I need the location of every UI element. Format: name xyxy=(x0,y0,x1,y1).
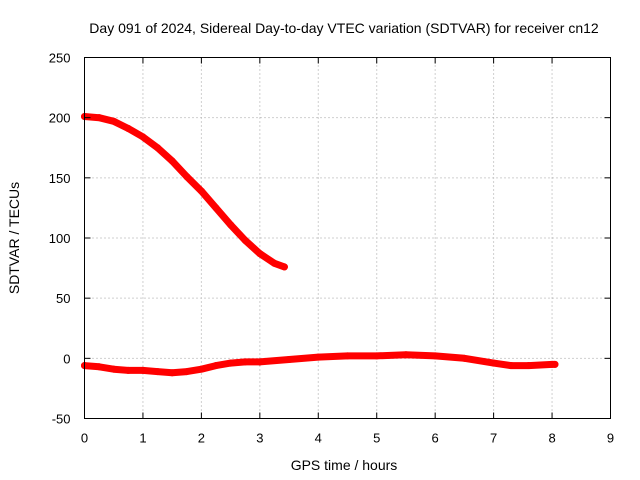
x-tick-label: 3 xyxy=(256,431,263,446)
x-tick-label: 2 xyxy=(198,431,205,446)
tick-labels: 0 1 2 3 4 5 6 7 8 9 -50 0 50 100 150 200 250 xyxy=(49,51,614,446)
x-tick-label: 7 xyxy=(490,431,497,446)
data-point xyxy=(256,250,264,258)
x-tick-label: 8 xyxy=(548,431,555,446)
data-point xyxy=(110,365,118,373)
data-point xyxy=(183,368,191,376)
data-point xyxy=(525,362,533,370)
x-tick-label: 5 xyxy=(373,431,380,446)
data-point xyxy=(95,363,103,371)
data-point xyxy=(285,356,293,364)
grid xyxy=(84,57,611,419)
data-point xyxy=(124,124,132,132)
data-point xyxy=(280,263,288,271)
y-tick-label: 250 xyxy=(49,51,71,66)
y-tick-label: 200 xyxy=(49,111,71,126)
x-axis-label: GPS time / hours xyxy=(291,457,398,473)
data-point xyxy=(139,133,147,141)
data-point xyxy=(154,368,162,376)
data-point xyxy=(212,362,220,370)
data-point xyxy=(168,369,176,377)
axis-ticks xyxy=(84,57,611,419)
data-point xyxy=(431,352,439,360)
data-point xyxy=(168,157,176,165)
data-point xyxy=(507,362,515,370)
x-tick-label: 9 xyxy=(607,431,614,446)
x-tick-label: 0 xyxy=(81,431,88,446)
data-point xyxy=(183,173,191,181)
data-point xyxy=(460,354,468,362)
plot-data xyxy=(81,112,559,377)
data-point xyxy=(197,365,205,373)
data-point xyxy=(270,259,278,267)
data-point xyxy=(490,359,498,367)
data-point xyxy=(402,351,410,359)
y-tick-label: 100 xyxy=(49,231,71,246)
data-point xyxy=(227,359,235,367)
y-tick-label: 50 xyxy=(56,291,70,306)
data-point xyxy=(256,358,264,366)
data-point xyxy=(551,360,559,368)
data-point xyxy=(314,353,322,361)
data-point xyxy=(241,358,249,366)
y-tick-label: -50 xyxy=(52,412,71,427)
x-tick-label: 6 xyxy=(432,431,439,446)
data-point xyxy=(344,352,351,360)
y-axis-label: SDTVAR / TECUs xyxy=(6,182,22,294)
data-point xyxy=(110,117,118,125)
chart-title: Day 091 of 2024, Sidereal Day-to-day VTE… xyxy=(89,20,599,36)
data-point xyxy=(373,352,381,360)
data-point xyxy=(154,144,162,152)
data-point xyxy=(241,236,249,244)
x-tick-label: 1 xyxy=(139,431,146,446)
y-tick-label: 0 xyxy=(63,351,70,366)
data-point xyxy=(197,187,205,195)
x-tick-label: 4 xyxy=(315,431,322,446)
data-point xyxy=(124,366,132,374)
data-point xyxy=(139,366,147,374)
y-tick-label: 150 xyxy=(49,171,71,186)
data-point xyxy=(227,221,235,229)
data-point xyxy=(212,204,220,212)
data-point xyxy=(95,114,103,122)
